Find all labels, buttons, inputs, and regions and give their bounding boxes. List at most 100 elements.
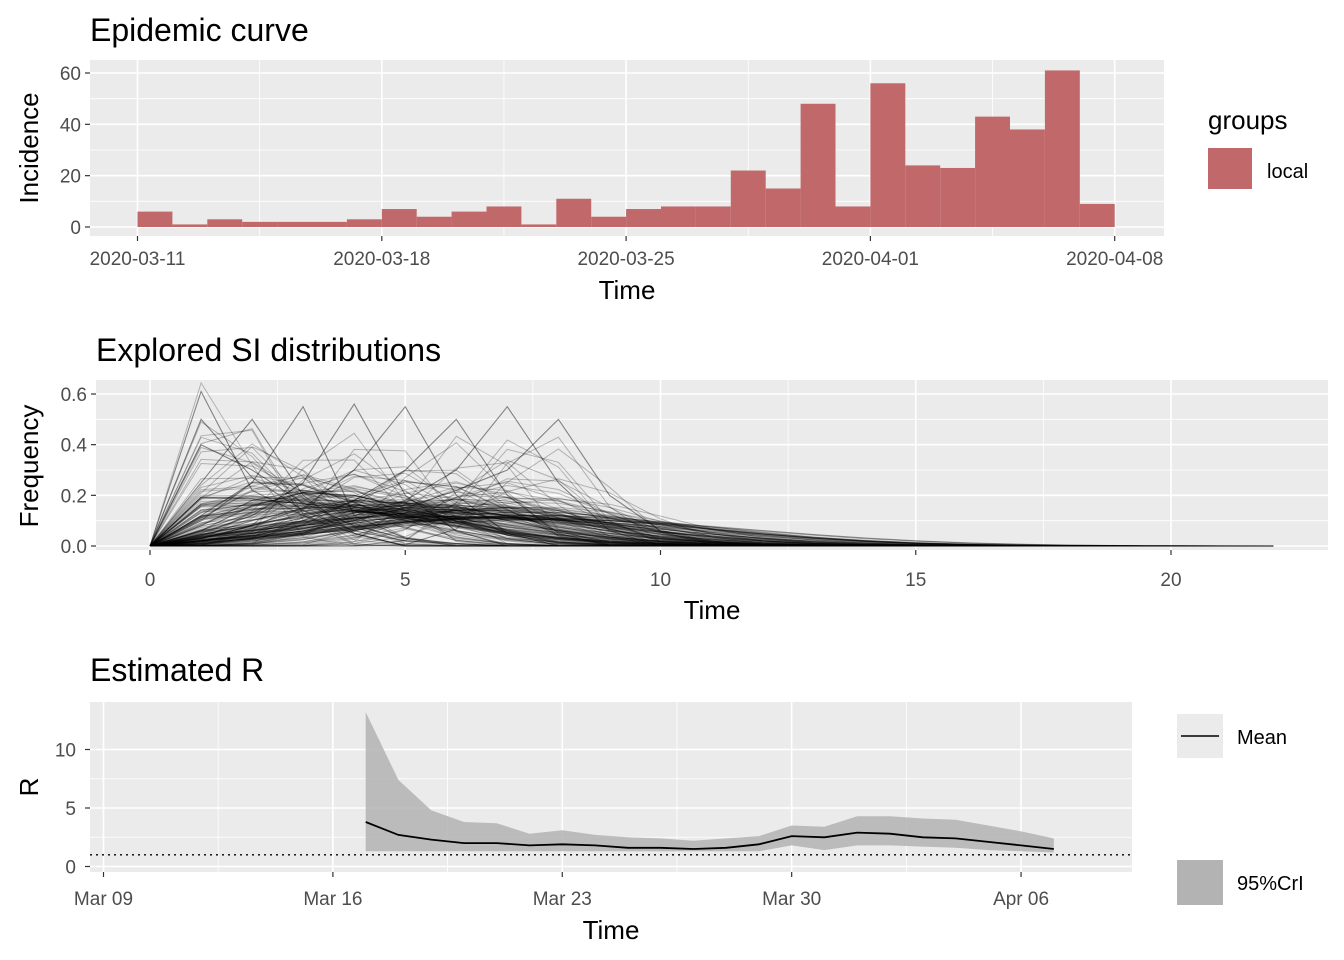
epi-bar <box>172 224 208 227</box>
si-sample-line <box>149 517 1274 547</box>
si-sample-line <box>149 481 1274 547</box>
si-y-tick-label: 0.2 <box>61 486 87 507</box>
r-ribbon <box>365 712 1054 853</box>
r-mean-line-path <box>365 821 1054 850</box>
si-sample-line <box>149 518 1274 547</box>
si-sample-line <box>149 511 1274 547</box>
si-sample-line <box>149 481 1274 547</box>
si-sample-line <box>149 516 1274 547</box>
epi-y-tick-label: 0 <box>70 218 81 239</box>
epi-x-tick-label: 2020-03-25 <box>577 249 674 270</box>
r-mean-line <box>365 821 1054 850</box>
si-sample-line <box>149 469 1274 547</box>
si-series-line <box>149 499 1274 547</box>
si-sample-line <box>149 469 1274 547</box>
si-sample-line <box>150 461 1274 547</box>
si-sample-line <box>150 448 1274 547</box>
epi-bar <box>835 206 871 227</box>
si-x-label: Time <box>684 595 741 625</box>
r-y-axis: 0 5 10 <box>55 741 90 879</box>
si-sample-line <box>149 508 1274 547</box>
epi-x-tick-label: 2020-03-18 <box>333 249 430 270</box>
si-sample-line <box>149 498 1274 547</box>
r-x-tick-label: Mar 16 <box>303 889 362 910</box>
si-sample-line <box>149 492 1274 547</box>
si-sample-line <box>150 442 1274 547</box>
epi-bar <box>1010 129 1045 227</box>
si-series-line <box>149 405 1274 547</box>
si-sample-line <box>149 518 1274 547</box>
epi-bar <box>800 103 836 227</box>
epi-y-axis: 0 20 40 60 <box>60 64 90 239</box>
epi-y-label: Incidence <box>14 92 44 203</box>
si-sample-line <box>149 475 1274 547</box>
si-sample-line <box>149 516 1274 547</box>
epi-bar <box>905 165 941 227</box>
si-sample-line <box>149 472 1274 547</box>
epi-bar <box>312 221 347 227</box>
si-sample-line <box>149 497 1274 547</box>
si-sample-line <box>149 496 1274 547</box>
si-series-line <box>149 405 1274 547</box>
si-sample-line <box>149 496 1274 547</box>
epi-x-tick-label: 2020-04-01 <box>822 249 919 270</box>
si-sample-line <box>149 506 1274 547</box>
si-sample-line <box>149 511 1274 547</box>
si-series-line <box>149 504 1274 547</box>
si-series-line <box>149 418 1274 547</box>
si-sample-line <box>149 473 1274 547</box>
si-sample-line <box>149 486 1274 547</box>
si-sample-line <box>149 508 1274 547</box>
si-sample-line <box>149 517 1274 547</box>
si-sample-line <box>149 518 1274 547</box>
si-sample-line <box>149 494 1274 547</box>
epi-bar <box>416 216 452 227</box>
si-sample-line <box>150 478 1274 547</box>
si-sample-line <box>149 491 1274 547</box>
si-sample-line <box>149 504 1274 547</box>
si-sample-line <box>149 485 1274 547</box>
si-sample-line <box>149 499 1274 547</box>
epi-bar <box>556 198 592 227</box>
si-sample-line <box>149 504 1274 547</box>
si-sample-line <box>149 515 1274 547</box>
r-y-tick-label: 10 <box>55 741 76 762</box>
si-sample-line <box>150 439 1274 547</box>
si-sample-line <box>149 490 1274 547</box>
si-sample-line <box>149 484 1274 547</box>
si-sample-line <box>149 506 1274 547</box>
epi-x-tick-label: 2020-03-11 <box>90 249 186 270</box>
si-sample-line <box>149 508 1274 547</box>
si-series-line <box>149 482 1274 547</box>
epi-bars <box>137 70 1115 228</box>
si-sample-line <box>149 511 1274 547</box>
si-sample-line <box>149 486 1274 547</box>
si-sample-line <box>149 494 1274 547</box>
si-sample-line <box>149 514 1274 547</box>
epi-y-tick-label: 60 <box>60 64 81 85</box>
si-sample-line <box>149 481 1274 547</box>
si-sample-line <box>149 509 1274 547</box>
si-sample-line <box>149 429 1274 547</box>
si-sample-line <box>149 512 1274 547</box>
si-sample-line <box>149 502 1274 547</box>
si-sample-line <box>149 515 1274 547</box>
r-y-tick-label: 0 <box>65 858 76 879</box>
epi-bar <box>626 209 661 227</box>
si-sample-line <box>149 491 1274 547</box>
si-sample-line <box>149 495 1274 547</box>
si-sample-line <box>149 501 1274 547</box>
si-sample-line <box>150 448 1274 547</box>
si-sample-line <box>149 496 1274 547</box>
si-sample-line <box>149 474 1274 547</box>
si-x-axis: 0 5 10 15 20 <box>145 550 1182 591</box>
si-sample-line <box>149 511 1274 547</box>
si-sample-line <box>149 421 1274 547</box>
si-sample-line <box>149 479 1274 547</box>
si-series-line <box>149 390 1274 547</box>
si-sample-line <box>149 513 1274 547</box>
r-x-axis: Mar 09 Mar 16 Mar 23 Mar 30 Apr 06 <box>74 872 1049 910</box>
si-sample-line <box>149 474 1274 547</box>
si-sample-line <box>149 506 1274 547</box>
r-title: Estimated R <box>90 652 264 688</box>
